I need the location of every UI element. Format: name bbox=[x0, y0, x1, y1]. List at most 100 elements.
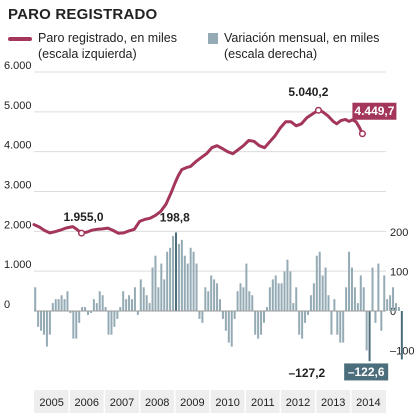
right-axis-tick-label: 100 bbox=[390, 267, 408, 279]
annotation-label: 5.040,2 bbox=[288, 85, 328, 99]
variation-bar bbox=[48, 311, 51, 335]
variation-bar bbox=[207, 291, 210, 311]
variation-bar bbox=[365, 311, 368, 351]
x-axis-year-label: 2005 bbox=[39, 397, 63, 409]
variation-bar bbox=[254, 311, 257, 335]
variation-bar bbox=[242, 287, 245, 311]
variation-bar bbox=[186, 263, 189, 311]
variation-bar bbox=[368, 311, 371, 362]
variation-bar bbox=[336, 311, 339, 335]
legend-line-swatch bbox=[8, 37, 32, 41]
variation-bar bbox=[230, 311, 233, 347]
variation-bar bbox=[274, 275, 277, 311]
variation-bar bbox=[292, 303, 295, 311]
variation-bar bbox=[280, 283, 283, 311]
variation-bar bbox=[139, 279, 142, 311]
annotation-marker bbox=[358, 130, 366, 138]
variation-bar bbox=[362, 287, 365, 311]
variation-bar bbox=[227, 311, 230, 343]
variation-bar bbox=[218, 299, 221, 311]
variation-bar bbox=[45, 311, 48, 347]
variation-bar bbox=[260, 311, 263, 335]
variation-bar bbox=[268, 287, 271, 311]
variation-bar bbox=[236, 291, 239, 311]
variation-bar bbox=[69, 311, 72, 313]
variation-bar bbox=[183, 255, 186, 311]
variation-bar bbox=[306, 311, 309, 315]
annotation-box bbox=[352, 102, 397, 120]
variation-bar bbox=[201, 311, 204, 323]
legend-bar-label-1: Variación mensual, en miles bbox=[224, 31, 380, 45]
variation-bar bbox=[160, 263, 163, 311]
variation-bar bbox=[151, 267, 154, 311]
variation-bar bbox=[356, 303, 359, 311]
legend-line-label-2: (escala izquierda) bbox=[38, 47, 137, 61]
variation-bar bbox=[345, 287, 348, 311]
variation-bar bbox=[295, 287, 298, 311]
variation-bar bbox=[330, 311, 333, 335]
variation-bar bbox=[95, 303, 98, 311]
variation-bar bbox=[298, 311, 301, 335]
variation-bar bbox=[383, 275, 386, 311]
variation-bar bbox=[257, 311, 260, 339]
variation-bar bbox=[34, 287, 37, 311]
variation-bar bbox=[86, 311, 89, 315]
x-axis-year-label: 2011 bbox=[251, 397, 275, 409]
variation-bar bbox=[142, 287, 145, 311]
annotation-label: –127,2 bbox=[289, 366, 326, 380]
left-axis-tick-label: 1.000 bbox=[4, 259, 32, 271]
variation-bar bbox=[283, 271, 286, 311]
variation-bar bbox=[380, 311, 383, 331]
variation-bar bbox=[72, 311, 75, 339]
variation-bar bbox=[133, 287, 136, 311]
variation-bar bbox=[157, 287, 160, 311]
variation-bar bbox=[98, 291, 101, 311]
variation-bar bbox=[342, 311, 345, 343]
annotation-label: –122,6 bbox=[348, 365, 385, 379]
variation-bar bbox=[57, 299, 60, 311]
legend-bar-entry: Variación mensual, en miles (escala dere… bbox=[208, 30, 408, 64]
variation-bar bbox=[92, 299, 95, 311]
variation-bar bbox=[239, 283, 242, 311]
variation-bar bbox=[128, 295, 131, 311]
variation-bar bbox=[107, 311, 110, 335]
annotation-label: 198,8 bbox=[160, 210, 190, 224]
variation-bar bbox=[166, 251, 169, 311]
variation-bar bbox=[312, 283, 315, 311]
right-axis-tick-label: 0 bbox=[390, 306, 396, 318]
variation-bar bbox=[180, 239, 183, 311]
variation-bar bbox=[324, 267, 327, 311]
variation-bar bbox=[204, 287, 207, 311]
variation-bar bbox=[350, 267, 353, 311]
annotation-box bbox=[344, 363, 389, 381]
variation-bar bbox=[195, 263, 198, 311]
variation-bar bbox=[63, 299, 66, 311]
variation-bar bbox=[101, 295, 104, 311]
variation-bar bbox=[348, 251, 351, 311]
left-axis-tick-label: 5.000 bbox=[4, 100, 32, 112]
x-axis-year-label: 2009 bbox=[180, 397, 204, 409]
variation-bar bbox=[42, 311, 45, 335]
variation-bar bbox=[271, 279, 274, 311]
annotation-marker bbox=[314, 106, 322, 114]
left-axis-tick-label: 6.000 bbox=[4, 60, 32, 72]
annotation-label: 4.449,7 bbox=[354, 104, 394, 118]
variation-bar bbox=[172, 235, 175, 311]
x-axis-year-label: 2012 bbox=[286, 397, 310, 409]
legend-line-entry: Paro registrado, en miles (escala izquie… bbox=[8, 30, 178, 64]
variation-bar bbox=[148, 303, 151, 311]
right-axis-tick-label: 200 bbox=[390, 227, 408, 239]
variation-bar bbox=[51, 303, 54, 311]
variation-bar bbox=[321, 275, 324, 311]
variation-bar bbox=[389, 295, 392, 311]
variation-bar bbox=[174, 232, 177, 311]
variation-bar bbox=[130, 299, 133, 311]
variation-bar bbox=[301, 311, 304, 339]
variation-bar bbox=[333, 299, 336, 311]
variation-bar bbox=[210, 275, 213, 311]
variation-bar bbox=[119, 307, 122, 311]
variation-bar bbox=[221, 311, 224, 319]
variation-bar bbox=[286, 259, 289, 311]
variation-bar bbox=[198, 311, 201, 319]
